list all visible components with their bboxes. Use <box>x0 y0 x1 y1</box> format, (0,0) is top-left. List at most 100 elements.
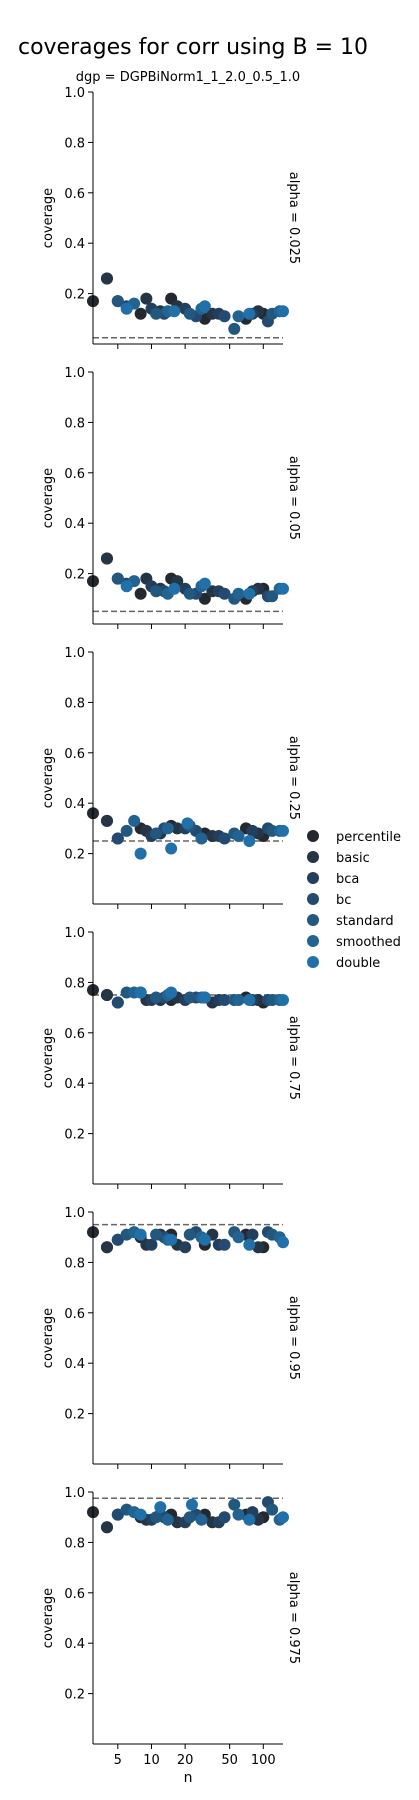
legend-label: smoothed <box>336 935 401 950</box>
x-tick-label: 10 <box>143 1753 160 1768</box>
y-tick-label: 1.0 <box>64 86 85 101</box>
panel-1: coverage 0.2 0.4 0.6 0.8 1.0 alpha = 0.025 <box>41 86 301 349</box>
data-point <box>183 587 196 600</box>
data-point <box>198 577 211 590</box>
panel-label: alpha = 0.25 <box>286 736 301 820</box>
data-point <box>218 832 231 845</box>
series-double <box>134 817 289 860</box>
legend-entry-double: double <box>307 956 380 971</box>
data-point <box>111 996 124 1009</box>
series-double <box>134 1498 289 1526</box>
y-tick-label: 0.8 <box>64 1256 85 1271</box>
legend-label: double <box>336 956 380 971</box>
y-tick-label: 0.6 <box>64 187 85 202</box>
panel-label: alpha = 0.05 <box>286 456 301 540</box>
chart-title: coverages for corr using B = 10 <box>18 35 368 60</box>
x-tick-label: 20 <box>177 1753 194 1768</box>
data-point <box>246 824 259 837</box>
legend-entry-bca: bca <box>307 872 359 887</box>
data-point <box>165 1233 178 1246</box>
data-point <box>183 307 196 320</box>
y-tick-label: 0.2 <box>64 288 85 303</box>
y-tick-label: 0.8 <box>64 416 85 431</box>
data-point <box>120 824 133 837</box>
legend-marker <box>307 914 319 926</box>
data-point <box>195 1513 208 1526</box>
data-point <box>134 307 147 320</box>
panel-5: coverage 0.2 0.4 0.6 0.8 1.0 alpha = 0.95 <box>41 1206 301 1469</box>
x-tick-label: 100 <box>251 1753 276 1768</box>
data-point <box>183 1511 196 1524</box>
data-point <box>100 272 113 285</box>
data-point <box>150 1228 163 1241</box>
data-point <box>218 1511 231 1524</box>
data-point <box>198 991 211 1004</box>
data-point <box>154 1501 167 1514</box>
legend-marker <box>307 956 319 968</box>
legend-label: bca <box>336 872 359 887</box>
legend-label: percentile <box>336 830 401 845</box>
data-point <box>198 1233 211 1246</box>
legend-entry-basic: basic <box>307 851 370 866</box>
data-point <box>232 310 245 323</box>
data-point <box>168 305 181 318</box>
data-point <box>198 300 211 313</box>
y-tick-label: 0.8 <box>64 1536 85 1551</box>
data-point <box>277 582 289 595</box>
x-axis-label: n <box>184 1770 193 1786</box>
y-tick-label: 1.0 <box>64 366 85 381</box>
y-tick-label: 0.6 <box>64 467 85 482</box>
y-tick-label: 0.4 <box>64 1637 85 1652</box>
data-point <box>111 1508 124 1521</box>
data-point <box>243 1238 256 1251</box>
legend-marker <box>307 830 319 842</box>
data-point <box>145 1238 158 1251</box>
y-tick-label: 0.6 <box>64 1587 85 1602</box>
data-point <box>168 582 181 595</box>
legend: percentile basic bca bc standard smoothed doub… <box>307 830 401 971</box>
y-tick-label: 0.2 <box>64 1688 85 1703</box>
legend-marker <box>307 893 319 905</box>
data-point <box>161 1513 174 1526</box>
data-point <box>277 305 289 318</box>
legend-marker <box>307 851 319 863</box>
legend-entry-smoothed: smoothed <box>307 935 401 950</box>
data-point <box>232 1231 245 1244</box>
series-double <box>134 1228 289 1251</box>
data-point <box>120 302 133 315</box>
data-point <box>277 824 289 837</box>
data-point <box>246 1228 259 1241</box>
data-point <box>243 1513 256 1526</box>
panel-4: coverage 0.2 0.4 0.6 0.8 1.0 alpha = 0.75 <box>41 926 301 1189</box>
data-point <box>243 994 256 1007</box>
y-tick-label: 0.6 <box>64 1027 85 1042</box>
chart-subtitle: dgp = DGPBiNorm1_1_2.0_0.5_1.0 <box>76 70 300 85</box>
data-point <box>100 552 113 565</box>
data-point <box>111 1233 124 1246</box>
data-point <box>134 986 147 999</box>
y-tick-label: 1.0 <box>64 926 85 941</box>
data-point <box>140 292 153 305</box>
panel-6: coverage 0.2 0.4 0.6 0.8 1.0 5 10 20 50 100 alpha =… <box>41 1486 301 1768</box>
data-point <box>165 986 178 999</box>
x-tick-label: 50 <box>221 1753 238 1768</box>
panel-3: coverage 0.2 0.4 0.6 0.8 1.0 alpha = 0.25 <box>41 646 301 909</box>
data-point <box>150 1511 163 1524</box>
panel-label: alpha = 0.975 <box>286 1572 301 1664</box>
data-point <box>277 1511 289 1524</box>
y-tick-label: 0.4 <box>64 1357 85 1372</box>
data-point <box>277 994 289 1007</box>
data-point <box>134 1508 147 1521</box>
panel-label: alpha = 0.95 <box>286 1296 301 1380</box>
panel-label: alpha = 0.025 <box>286 172 301 264</box>
y-tick-label: 0.4 <box>64 517 85 532</box>
y-tick-label: 1.0 <box>64 646 85 661</box>
data-point <box>100 1521 113 1534</box>
data-point <box>277 1236 289 1249</box>
legend-label: basic <box>336 851 370 866</box>
data-point <box>100 989 113 1001</box>
y-tick-label: 0.6 <box>64 747 85 762</box>
y-tick-label: 0.2 <box>64 848 85 863</box>
y-tick-label: 1.0 <box>64 1206 85 1221</box>
data-point <box>243 307 256 320</box>
